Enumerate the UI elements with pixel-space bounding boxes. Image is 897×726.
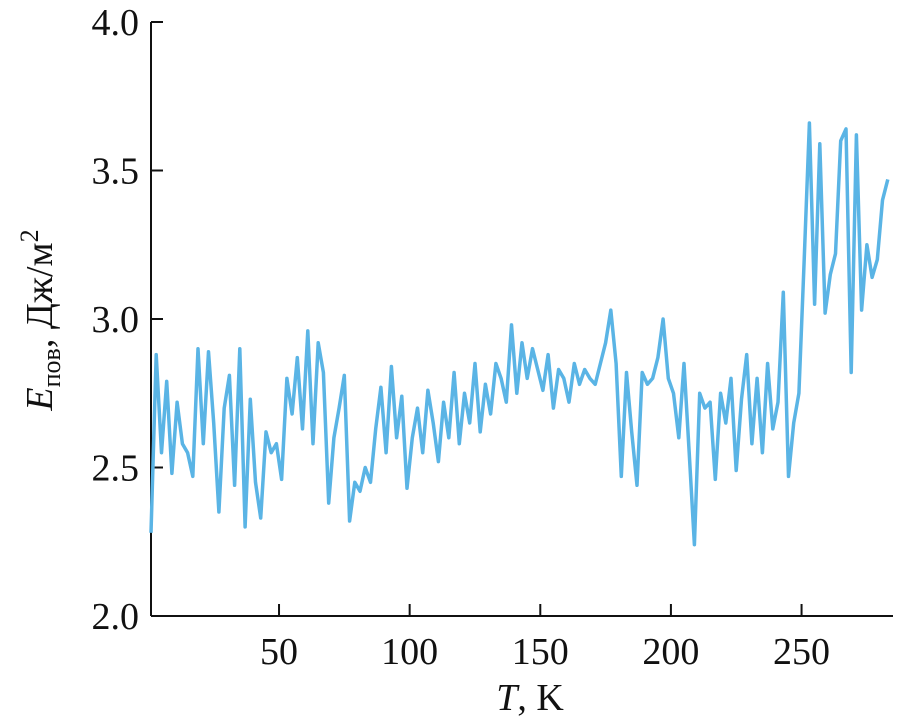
y-unit: , Дж/м [19,242,61,348]
y-tick-label: 3.0 [92,299,140,341]
y-tick-label: 2.0 [92,596,140,638]
x-symbol: T [496,677,520,719]
y-tick-label: 2.5 [92,448,140,490]
data-line [149,121,890,547]
y-superscript: 2 [15,229,44,242]
x-tick-label: 250 [773,631,830,673]
x-axis-label: T, K [496,677,564,719]
y-subscript: пов [37,348,66,387]
x-unit: , K [517,677,564,719]
x-tick-label: 200 [642,631,699,673]
y-axis-label: Eпов, Дж/м2 [15,229,66,411]
y-tick-label: 3.5 [92,151,140,193]
x-tick-label: 50 [260,631,298,673]
x-tick-label: 100 [381,631,438,673]
y-tick-label: 4.0 [92,2,140,44]
y-symbol: E [19,387,61,411]
x-tick-label: 150 [512,631,569,673]
